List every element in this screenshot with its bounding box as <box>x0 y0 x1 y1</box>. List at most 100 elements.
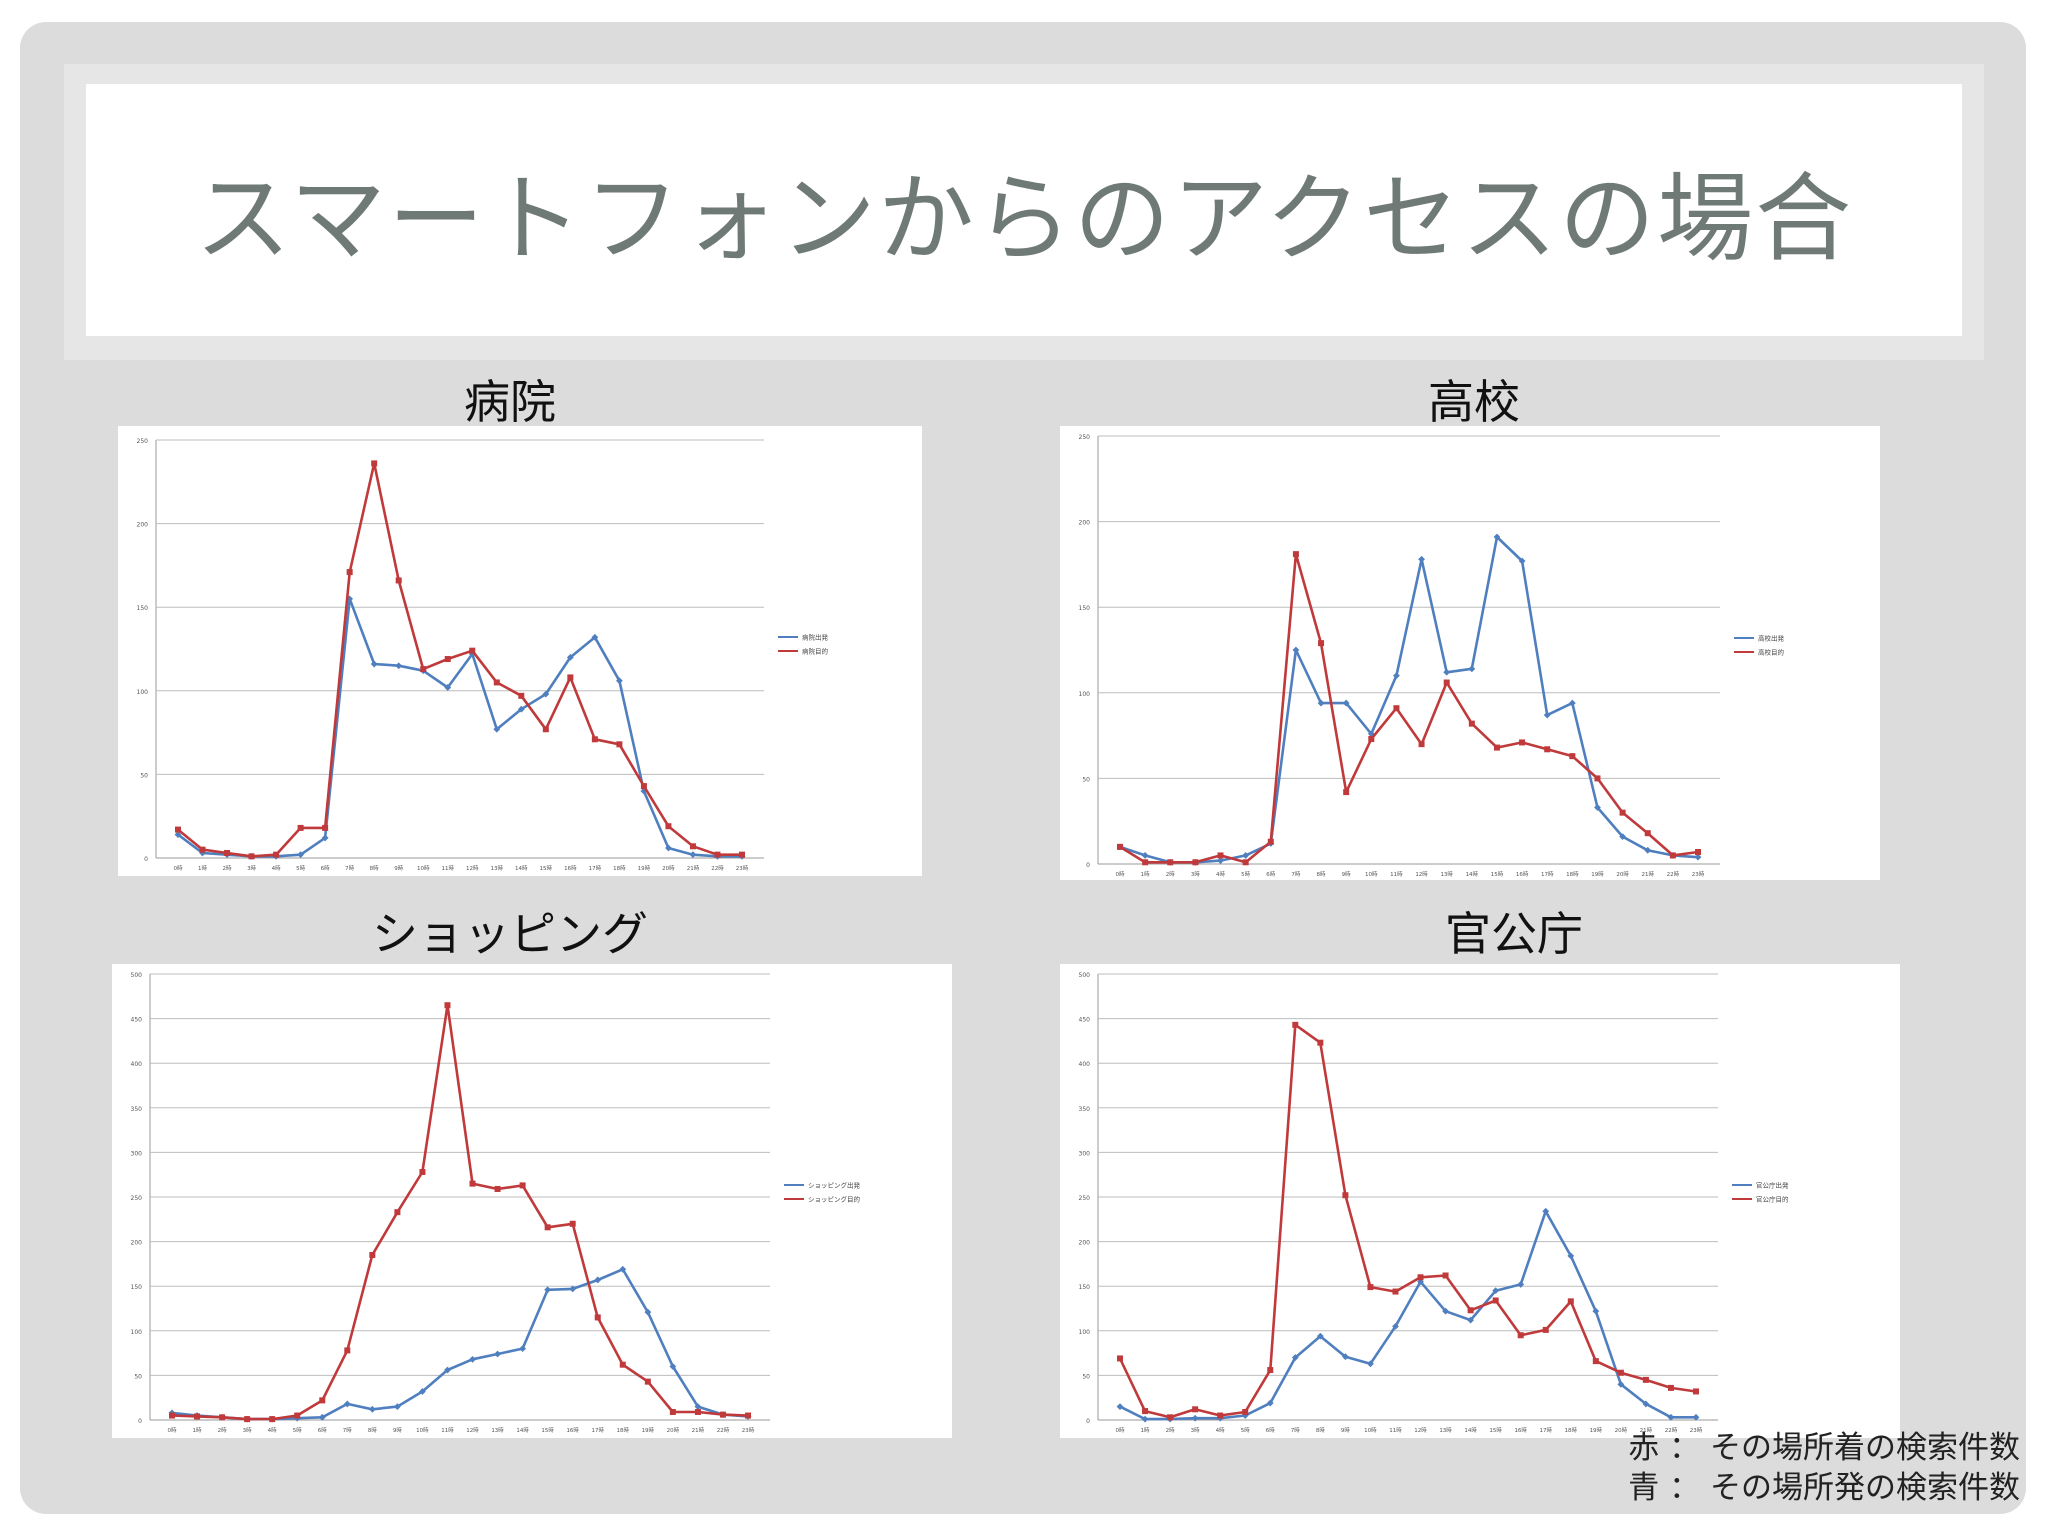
series-line-destination <box>1118 1023 1697 1419</box>
y-tick-label: 200 <box>1079 520 1091 527</box>
x-tick-label: 1時 <box>193 1426 202 1434</box>
data-point-destination <box>294 1412 301 1419</box>
data-point-departure <box>1141 852 1149 859</box>
chart-heading-high-school: 高校 <box>1428 375 1520 429</box>
data-point-departure <box>669 1363 677 1370</box>
data-point-departure <box>1317 699 1325 707</box>
x-tick-label: 4時 <box>1216 870 1225 878</box>
chart-canvas: 0 50 100 150 200 250 0時 1時 2時 3時 4時 5時 6時 7時 8時 9時 10時 11… <box>1079 434 1785 878</box>
x-tick-label: 2時 <box>1166 1426 1175 1434</box>
data-point-departure <box>1692 1413 1700 1421</box>
data-point-destination <box>469 647 476 654</box>
data-point-destination <box>1569 753 1576 760</box>
data-point-departure <box>1141 1415 1149 1423</box>
data-point-destination <box>273 851 280 858</box>
y-tick-label: 100 <box>1079 1329 1091 1336</box>
data-point-destination <box>694 1408 701 1415</box>
x-tick-label: 19時 <box>1591 870 1604 878</box>
x-tick-label: 19時 <box>1590 1426 1603 1434</box>
x-tick-label: 12時 <box>466 864 479 872</box>
data-point-destination <box>1594 775 1601 782</box>
y-tick-label: 200 <box>137 522 149 529</box>
x-tick-label: 20時 <box>662 864 675 872</box>
data-point-departure <box>1542 1207 1550 1215</box>
data-point-destination <box>175 826 181 833</box>
y-tick-label: 150 <box>131 1284 143 1291</box>
x-tick-label: 4時 <box>1216 1426 1225 1434</box>
data-point-destination <box>1544 746 1551 753</box>
data-point-departure <box>368 1405 376 1413</box>
x-tick-label: 4時 <box>272 864 281 872</box>
data-point-destination <box>1117 843 1123 850</box>
y-tick-label: 450 <box>131 1017 143 1024</box>
x-tick-label: 7時 <box>343 1426 352 1434</box>
data-point-destination <box>569 1220 576 1227</box>
x-tick-label: 11時 <box>1389 1426 1402 1434</box>
x-tick-label: 14時 <box>515 864 528 872</box>
data-point-departure <box>566 653 574 661</box>
data-point-departure <box>1393 672 1400 680</box>
x-tick-label: 21時 <box>1641 870 1654 878</box>
data-point-departure <box>1468 665 1476 673</box>
x-tick-label: 9時 <box>394 864 403 872</box>
data-point-destination <box>1542 1326 1549 1333</box>
data-point-departure <box>1619 833 1627 841</box>
data-point-destination <box>1317 1039 1324 1046</box>
data-point-departure <box>1517 1281 1525 1288</box>
data-point-departure <box>1266 1399 1274 1407</box>
x-tick-label: 23時 <box>742 1426 755 1434</box>
y-tick-label: 50 <box>140 772 148 779</box>
data-point-destination <box>739 851 745 858</box>
data-point-destination <box>322 824 329 831</box>
data-point-destination <box>199 846 206 853</box>
data-point-destination <box>665 823 672 830</box>
x-tick-label: 15時 <box>541 1426 554 1434</box>
x-tick-label: 12時 <box>1414 1426 1427 1434</box>
x-tick-label: 11時 <box>441 1426 454 1434</box>
data-point-destination <box>1667 1384 1674 1391</box>
data-point-destination <box>1267 838 1274 845</box>
data-point-departure <box>640 787 648 795</box>
legend-label: 官公庁出発 <box>1756 1181 1789 1190</box>
data-point-departure <box>321 834 329 842</box>
x-tick-label: 13時 <box>1439 1426 1452 1434</box>
x-tick-label: 18時 <box>1565 1426 1578 1434</box>
data-point-departure <box>493 725 501 733</box>
y-tick-label: 300 <box>1079 1150 1091 1157</box>
x-tick-label: 4時 <box>268 1426 277 1434</box>
series-line-destination <box>1119 552 1699 864</box>
x-tick-label: 17時 <box>591 1426 604 1434</box>
data-point-destination <box>518 692 525 699</box>
y-tick-label: 350 <box>131 1106 143 1113</box>
x-tick-label: 0時 <box>1116 1426 1125 1434</box>
data-point-departure <box>1191 1414 1199 1422</box>
series-line-departure <box>1119 535 1699 864</box>
data-point-destination <box>1292 1021 1299 1028</box>
x-tick-label: 23時 <box>1692 870 1705 878</box>
series-line-destination <box>171 1003 749 1421</box>
x-tick-label: 5時 <box>1241 1426 1250 1434</box>
data-point-destination <box>1617 1369 1624 1376</box>
legend-label: 高校出発 <box>1758 634 1785 643</box>
data-point-destination <box>1117 1355 1123 1362</box>
data-point-departure <box>665 844 672 852</box>
data-point-destination <box>616 741 623 748</box>
data-point-departure <box>1493 533 1501 541</box>
legend-label: ショッピング目的 <box>808 1195 861 1204</box>
y-tick-label: 150 <box>1079 605 1091 612</box>
data-point-destination <box>1167 859 1174 866</box>
data-point-destination <box>644 1378 651 1385</box>
data-point-destination <box>1418 741 1425 748</box>
data-point-destination <box>1318 640 1325 647</box>
y-tick-label: 400 <box>1079 1061 1091 1068</box>
x-tick-label: 12時 <box>466 1426 479 1434</box>
x-tick-label: 22時 <box>1665 1426 1678 1434</box>
data-point-departure <box>1116 1403 1124 1411</box>
data-point-departure <box>1594 804 1601 811</box>
data-point-destination <box>640 783 647 790</box>
data-point-destination <box>544 1224 551 1231</box>
x-tick-label: 22時 <box>1667 870 1680 878</box>
x-tick-label: 8時 <box>370 864 379 872</box>
data-point-departure <box>395 662 403 670</box>
y-tick-label: 200 <box>131 1240 143 1247</box>
